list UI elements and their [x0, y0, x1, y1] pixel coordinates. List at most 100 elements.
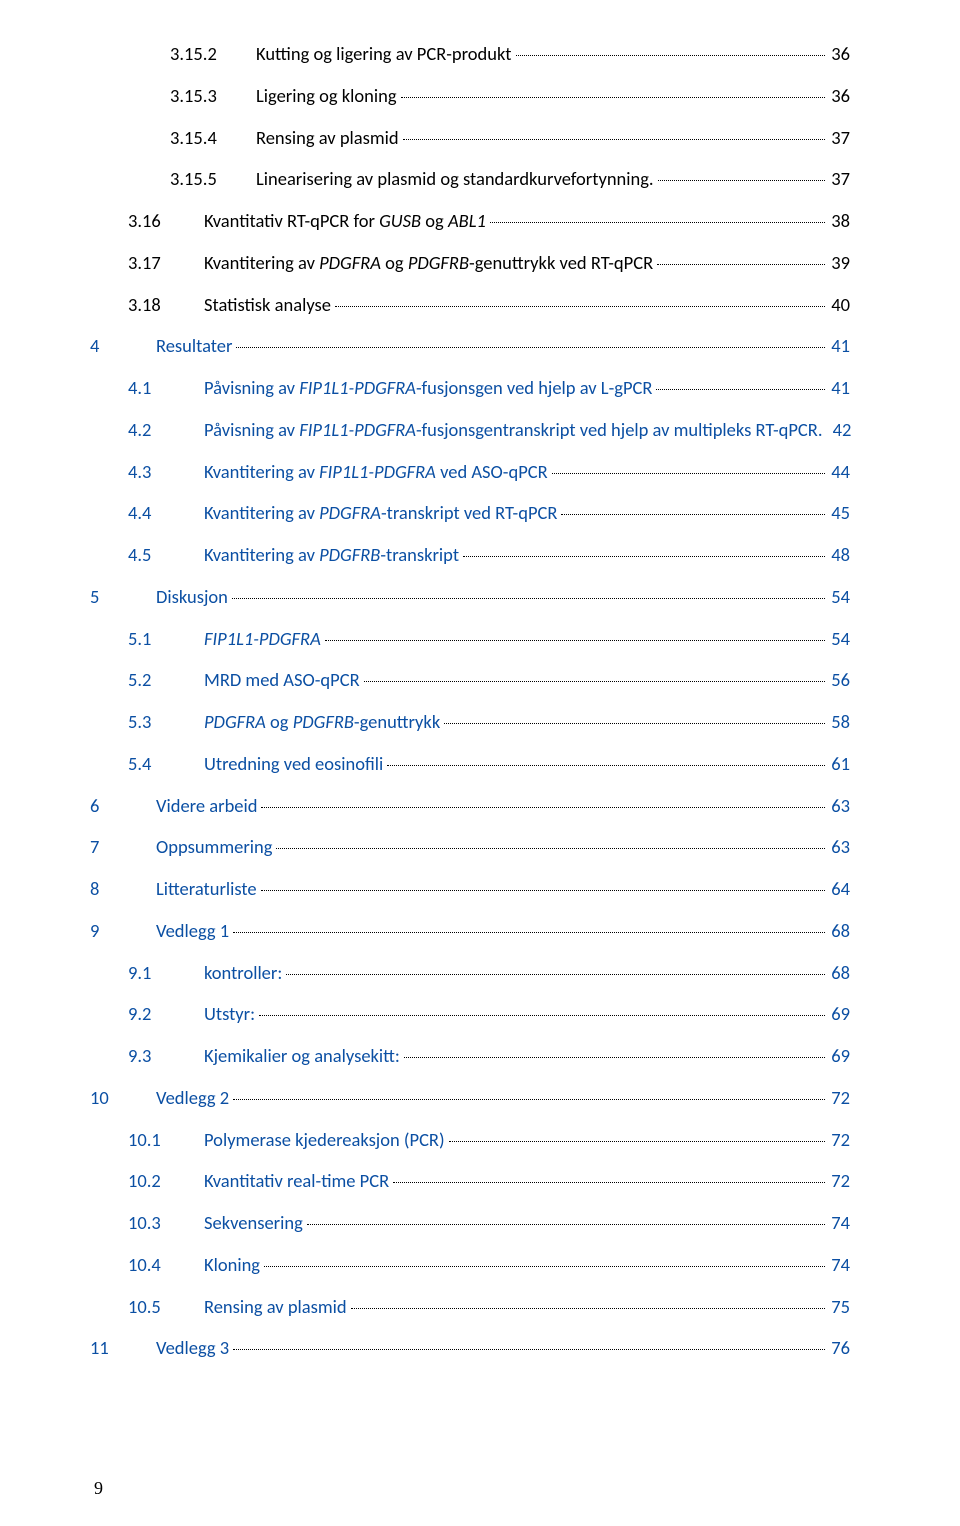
toc-entry[interactable]: 10.5Rensing av plasmid75 — [90, 1293, 850, 1321]
toc-number: 9.2 — [128, 1000, 204, 1028]
toc-number: 3.18 — [128, 291, 204, 319]
toc-entry[interactable]: 4.1Påvisning av FIP1L1-PDGFRA-fusjonsgen… — [90, 374, 850, 402]
page-number: 9 — [94, 1478, 103, 1499]
toc-title: MRD med ASO-qPCR — [204, 666, 360, 694]
toc-number: 11 — [90, 1334, 156, 1362]
toc-page: 36 — [829, 40, 850, 68]
toc-title: Vedlegg 2 — [156, 1084, 229, 1112]
toc-entry[interactable]: 7Oppsummering63 — [90, 833, 850, 861]
toc-leader — [403, 139, 826, 140]
toc-entry[interactable]: 10.3Sekvensering74 — [90, 1209, 850, 1237]
toc-number: 5.3 — [128, 708, 204, 736]
toc-page: 37 — [829, 124, 850, 152]
toc-leader — [335, 306, 825, 307]
toc-page: 69 — [829, 1000, 850, 1028]
toc-title: Oppsummering — [156, 833, 272, 861]
toc-number: 3.17 — [128, 249, 204, 277]
toc-entry[interactable]: 5Diskusjon54 — [90, 583, 850, 611]
toc-entry[interactable]: 5.4Utredning ved eosinofili61 — [90, 750, 850, 778]
toc-entry[interactable]: 5.1FIP1L1-PDGFRA54 — [90, 625, 850, 653]
toc-leader — [657, 264, 825, 265]
toc-page: 64 — [829, 875, 850, 903]
toc-title: kontroller: — [204, 959, 282, 987]
toc-number: 8 — [90, 875, 156, 903]
toc-page: 68 — [829, 959, 850, 987]
toc-page: 75 — [829, 1293, 850, 1321]
toc-number: 3.15.4 — [170, 124, 256, 152]
toc-leader — [658, 180, 826, 181]
toc-leader — [351, 1308, 826, 1309]
toc-entry[interactable]: 9.3Kjemikalier og analysekitt:69 — [90, 1042, 850, 1070]
toc-number: 10.1 — [128, 1126, 204, 1154]
toc-title: Kvantitering av PDGFRB-transkript — [204, 541, 459, 569]
toc-entry[interactable]: 10.1Polymerase kjedereaksjon (PCR)72 — [90, 1126, 850, 1154]
toc-entry[interactable]: 5.3PDGFRA og PDGFRB-genuttrykk58 — [90, 708, 850, 736]
toc-entry: 3.18Statistisk analyse 40 — [90, 291, 850, 319]
toc-title: Kvantitering av PDGFRA-transkript ved RT… — [204, 499, 557, 527]
toc-entry[interactable]: 11Vedlegg 376 — [90, 1334, 850, 1362]
toc-entry: 3.15.4Rensing av plasmid 37 — [90, 124, 850, 152]
toc-leader — [401, 97, 826, 98]
toc-leader — [325, 640, 825, 641]
toc-entry[interactable]: 9Vedlegg 168 — [90, 917, 850, 945]
toc-entry[interactable]: 9.2Utstyr:69 — [90, 1000, 850, 1028]
toc-number: 4 — [90, 332, 156, 360]
toc-number: 9.1 — [128, 959, 204, 987]
toc-page: 38 — [829, 207, 850, 235]
toc-title: Vedlegg 1 — [156, 917, 229, 945]
toc-page: 63 — [829, 833, 850, 861]
toc-number: 5.4 — [128, 750, 204, 778]
toc-title: Diskusjon — [156, 583, 228, 611]
toc-page: 37 — [829, 165, 850, 193]
toc-entry[interactable]: 9.1kontroller: 68 — [90, 959, 850, 987]
toc-entry[interactable]: 4.5Kvantitering av PDGFRB-transkript48 — [90, 541, 850, 569]
toc-number: 3.15.3 — [170, 82, 256, 110]
toc-title: Ligering og kloning — [256, 82, 397, 110]
toc-title: Linearisering av plasmid og standardkurv… — [256, 165, 654, 193]
toc-title: Statistisk analyse — [204, 291, 331, 319]
toc-title: Rensing av plasmid — [256, 124, 399, 152]
toc-page: 39 — [829, 249, 850, 277]
toc-number: 9 — [90, 917, 156, 945]
toc-entry[interactable]: 6Videre arbeid63 — [90, 792, 850, 820]
toc-entry[interactable]: 4.3Kvantitering av FIP1L1-PDGFRA ved ASO… — [90, 458, 850, 486]
toc-page: 69 — [829, 1042, 850, 1070]
toc-entry[interactable]: 4Resultater41 — [90, 332, 850, 360]
toc-leader — [232, 598, 825, 599]
toc-entry: 3.16Kvantitativ RT-qPCR for GUSB og ABL1… — [90, 207, 850, 235]
toc-entry[interactable]: 4.2Påvisning av FIP1L1-PDGFRA-fusjonsgen… — [90, 416, 850, 444]
toc-title: Vedlegg 3 — [156, 1334, 229, 1362]
toc-title: Litteraturliste — [156, 875, 257, 903]
toc-leader — [656, 389, 825, 390]
toc-entry: 3.17Kvantitering av PDGFRA og PDGFRB-gen… — [90, 249, 850, 277]
toc-page: 44 — [829, 458, 850, 486]
toc-entry[interactable]: 10.2Kvantitativ real-time PCR72 — [90, 1167, 850, 1195]
toc-number: 6 — [90, 792, 156, 820]
toc-page: 72 — [829, 1126, 850, 1154]
toc-page: 54 — [829, 625, 850, 653]
toc-leader — [259, 1015, 825, 1016]
toc-leader — [561, 514, 825, 515]
toc-title: Kvantitering av FIP1L1-PDGFRA ved ASO-qP… — [204, 458, 548, 486]
toc-number: 3.15.2 — [170, 40, 256, 68]
toc-number: 10.3 — [128, 1209, 204, 1237]
toc-page: 41 — [829, 374, 850, 402]
toc-entry[interactable]: 8Litteraturliste 64 — [90, 875, 850, 903]
toc-title: PDGFRA og PDGFRB-genuttrykk — [204, 708, 440, 736]
toc-title: Kloning — [204, 1251, 260, 1279]
toc-page: 40 — [829, 291, 850, 319]
toc-number: 10.5 — [128, 1293, 204, 1321]
toc-entry[interactable]: 10Vedlegg 272 — [90, 1084, 850, 1112]
toc-title: Kvantitativ RT-qPCR for GUSB og ABL1 — [204, 207, 486, 235]
toc-leader — [490, 222, 825, 223]
toc-entry[interactable]: 5.2MRD med ASO-qPCR56 — [90, 666, 850, 694]
toc-title: Påvisning av FIP1L1-PDGFRA-fusjonsgen ve… — [204, 374, 652, 402]
toc-leader — [286, 974, 825, 975]
toc-entry[interactable]: 10.4Kloning74 — [90, 1251, 850, 1279]
toc-number: 10.4 — [128, 1251, 204, 1279]
toc-entry[interactable]: 4.4Kvantitering av PDGFRA-transkript ved… — [90, 499, 850, 527]
toc-leader — [261, 890, 826, 891]
toc-leader — [236, 347, 825, 348]
toc-page: 72 — [829, 1167, 850, 1195]
toc-entry: 3.15.3Ligering og kloning36 — [90, 82, 850, 110]
